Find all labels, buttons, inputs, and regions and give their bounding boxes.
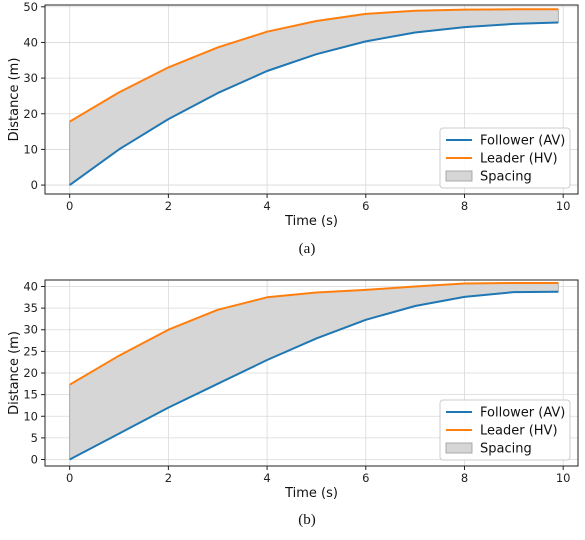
- y-tick-label: 35: [23, 301, 38, 315]
- y-tick-label: 20: [23, 107, 38, 121]
- legend: Follower (AV) Leader (HV) Spacing: [439, 399, 571, 461]
- x-axis-label: Time (s): [284, 214, 338, 229]
- legend-entry-spacing-swatch: [445, 170, 473, 182]
- y-tick-label: 15: [23, 388, 38, 402]
- y-tick-label: 50: [23, 0, 38, 14]
- legend-entry-leader-label: Leader (HV): [480, 424, 558, 439]
- x-tick-label: 4: [263, 199, 270, 213]
- legend: Follower (AV) Leader (HV) Spacing: [439, 127, 571, 189]
- legend-entry-spacing-swatch: [445, 442, 473, 454]
- x-axis-label: Time (s): [284, 486, 338, 501]
- grid: [45, 5, 578, 194]
- x-tick-label: 0: [66, 199, 73, 213]
- x-tick-label: 6: [362, 199, 369, 213]
- legend-box: [439, 127, 571, 189]
- y-tick-label: 25: [23, 344, 38, 358]
- y-tick-label: 20: [23, 366, 38, 380]
- y-tick-label: 5: [31, 431, 38, 445]
- x-tick-label: 10: [556, 471, 571, 485]
- y-tick-label: 0: [31, 178, 38, 192]
- follower-line: [69, 21, 559, 186]
- x-tick-label: 6: [362, 471, 369, 485]
- y-axis-label: Distance (m): [7, 58, 22, 142]
- chart-b: 0 2 4 6 8 10 0 5 10 15 20 25 30 35 40 Time (s) Distance …: [7, 279, 579, 501]
- y-tick-label: 30: [23, 71, 38, 85]
- y-tick-label: 40: [23, 279, 38, 293]
- plot-frame: [44, 4, 579, 195]
- caption-a: (a): [298, 241, 316, 257]
- leader-line: [69, 8, 559, 123]
- chart-a: 0 2 4 6 8 10 0 10 20 30 40 50 Time (s) Distance (m) Fo…: [7, 0, 579, 229]
- leader-line: [69, 282, 559, 386]
- y-tick-label: 30: [23, 323, 38, 337]
- follower-line: [69, 290, 559, 461]
- x-tick-label: 8: [461, 471, 468, 485]
- y-tick-label: 10: [23, 142, 38, 156]
- y-tick-label: 40: [23, 35, 38, 49]
- legend-entry-spacing-label: Spacing: [480, 170, 532, 185]
- caption-b: (b): [298, 512, 316, 528]
- y-tick-label: 0: [31, 453, 38, 467]
- x-tick-label: 0: [66, 471, 73, 485]
- legend-entry-follower-label: Follower (AV): [480, 134, 565, 149]
- y-axis-label: Distance (m): [7, 331, 22, 415]
- x-tick-label: 4: [263, 471, 270, 485]
- legend-entry-follower-label: Follower (AV): [480, 406, 565, 421]
- x-tick-label: 2: [165, 471, 172, 485]
- y-tick-label: 10: [23, 409, 38, 423]
- legend-entry-spacing-label: Spacing: [480, 442, 532, 457]
- legend-entry-leader-label: Leader (HV): [480, 152, 558, 167]
- x-tick-label: 2: [165, 199, 172, 213]
- legend-box: [439, 399, 571, 461]
- x-tick-label: 10: [556, 199, 571, 213]
- x-tick-label: 8: [461, 199, 468, 213]
